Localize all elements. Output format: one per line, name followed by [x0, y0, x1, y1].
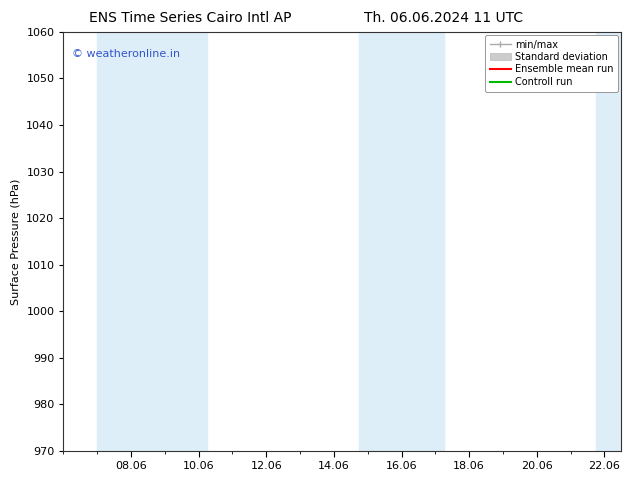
Bar: [97, 32, 207, 451]
Bar: [596, 32, 621, 451]
Y-axis label: Surface Pressure (hPa): Surface Pressure (hPa): [11, 178, 21, 304]
Legend: min/max, Standard deviation, Ensemble mean run, Controll run: min/max, Standard deviation, Ensemble me…: [485, 35, 618, 92]
Text: ENS Time Series Cairo Intl AP: ENS Time Series Cairo Intl AP: [89, 11, 292, 25]
Text: Th. 06.06.2024 11 UTC: Th. 06.06.2024 11 UTC: [365, 11, 523, 25]
Text: © weatheronline.in: © weatheronline.in: [72, 49, 180, 59]
Bar: [359, 32, 444, 451]
